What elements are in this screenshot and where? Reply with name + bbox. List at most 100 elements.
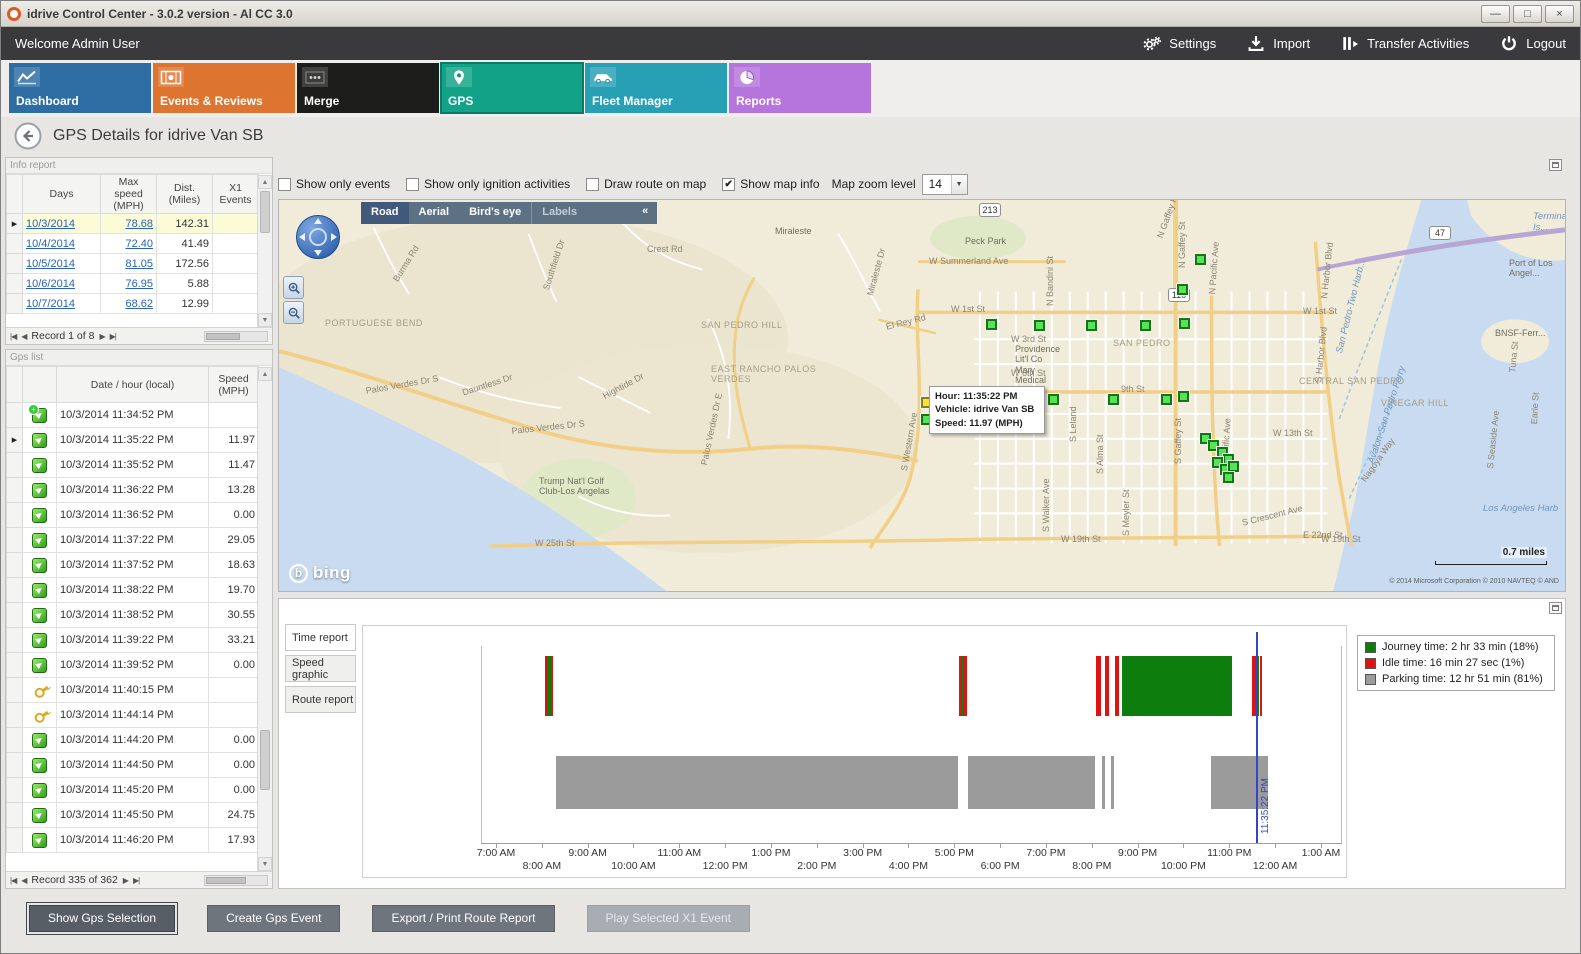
info-report-row[interactable]: ▶ 10/3/2014 78.68 142.31	[6, 213, 259, 234]
map-panel-maximize-icon[interactable]	[1549, 159, 1562, 171]
last-page-button[interactable]: ▶|	[109, 331, 117, 341]
checkbox-draw-route-on-map[interactable]: Draw route on map	[586, 177, 706, 191]
nav-tab-merge[interactable]: Merge	[297, 63, 439, 113]
map-canvas[interactable]	[279, 200, 1565, 591]
map-compass[interactable]	[295, 214, 341, 260]
scroll-up-icon[interactable]: ▲	[258, 175, 272, 189]
day-link[interactable]: 10/4/2014	[22, 233, 101, 254]
gps-marker[interactable]	[1140, 320, 1151, 331]
map-view-labels[interactable]: Labels	[531, 202, 587, 224]
day-link[interactable]: 10/5/2014	[22, 253, 101, 274]
gps-marker[interactable]	[1108, 394, 1119, 405]
first-page-button[interactable]: |◀	[10, 875, 17, 885]
checkbox-show-only-ignition-activities[interactable]: Show only ignition activities	[406, 177, 570, 191]
export-print-route-report-button[interactable]: Export / Print Route Report	[372, 904, 555, 932]
gps-marker[interactable]	[1223, 472, 1234, 483]
column-header[interactable]: Days	[22, 174, 101, 214]
first-page-button[interactable]: |◀	[10, 331, 17, 341]
info-report-row[interactable]: 10/5/2014 81.05 172.56	[6, 253, 259, 274]
scroll-thumb[interactable]	[260, 191, 270, 233]
map-container[interactable]: Road Aerial Bird's eye Labels « Miraleste Pec…	[278, 199, 1566, 592]
gps-marker[interactable]	[1161, 394, 1172, 405]
nav-tab-gps[interactable]: GPS	[440, 62, 584, 114]
settings-button[interactable]: Settings	[1142, 35, 1216, 52]
gps-marker[interactable]	[1195, 254, 1206, 265]
scroll-thumb[interactable]	[260, 729, 270, 790]
last-page-button[interactable]: ▶|	[132, 875, 140, 885]
checkbox-show-only-events[interactable]: Show only events	[278, 177, 390, 191]
column-header[interactable]: X1 Events	[212, 174, 259, 214]
max-speed-link[interactable]: 72.40	[100, 233, 157, 254]
map-tabs-collapse-button[interactable]: «	[642, 205, 649, 217]
map-view-road[interactable]: Road	[361, 202, 409, 224]
info-report-row[interactable]: 10/4/2014 72.40 41.49	[6, 233, 259, 254]
map-zoom-select[interactable]: 14 ▼	[921, 173, 968, 195]
checkbox-icon[interactable]	[278, 177, 291, 191]
max-speed-link[interactable]: 78.68	[100, 213, 157, 234]
gps-marker[interactable]	[1200, 433, 1211, 444]
prev-page-button[interactable]: ◀	[21, 875, 27, 885]
next-page-button[interactable]: ▶	[122, 875, 129, 885]
column-header[interactable]: Date / hour (local)	[56, 366, 209, 403]
selected-time-line[interactable]	[1256, 632, 1259, 843]
prev-page-button[interactable]: ◀	[21, 331, 27, 341]
map-view-bird-s-eye[interactable]: Bird's eye	[469, 206, 522, 218]
next-page-button[interactable]: ▶	[99, 331, 105, 341]
checkbox-checked-icon[interactable]: ✔	[722, 177, 736, 191]
tab-speed-graphic[interactable]: Speed graphic	[285, 655, 356, 682]
nav-tab-fleet[interactable]: Fleet Manager	[585, 63, 727, 113]
transfer-button[interactable]: Transfer Activities	[1340, 35, 1469, 52]
checkbox-show-map-info[interactable]: ✔ Show map info	[722, 177, 820, 191]
close-button[interactable]: ×	[1545, 4, 1574, 23]
gps-marker[interactable]	[1178, 391, 1189, 402]
map-zoom-out-button[interactable]	[283, 301, 304, 324]
play-selected-x1-event-button[interactable]: Play Selected X1 Event	[586, 904, 750, 932]
gps-list-row[interactable]: 10/3/2014 11:40:15 PM	[6, 677, 259, 703]
gps-marker[interactable]	[986, 319, 997, 330]
minimize-button[interactable]: —	[1481, 4, 1510, 23]
checkbox-icon[interactable]	[406, 177, 420, 191]
tab-route-report[interactable]: Route report	[285, 686, 356, 713]
info-report-hscrollbar[interactable]	[204, 330, 268, 342]
nav-tab-reports[interactable]: Reports	[729, 63, 871, 113]
map-zoom-in-button[interactable]	[283, 276, 304, 299]
tab-time-report[interactable]: Time report	[285, 624, 356, 651]
gps-list-row[interactable]: 10/3/2014 11:39:52 PM0.00	[6, 652, 259, 678]
max-speed-link[interactable]: 76.95	[100, 273, 157, 294]
gps-list-row[interactable]: 10/3/2014 11:45:20 PM0.00	[6, 777, 259, 803]
gps-marker[interactable]	[1228, 461, 1239, 472]
scroll-up-icon[interactable]: ▲	[258, 367, 272, 381]
gps-marker[interactable]	[1208, 440, 1219, 451]
gps-marker[interactable]	[1086, 320, 1097, 331]
info-report-row[interactable]: 10/6/2014 76.95 5.88	[6, 273, 259, 294]
gps-list-row[interactable]: 10/3/2014 11:34:52 PM	[6, 402, 259, 428]
gps-marker[interactable]	[1177, 284, 1188, 295]
info-report-vscrollbar[interactable]: ▲ ▼	[257, 175, 272, 327]
gps-list-row[interactable]: 10/3/2014 11:36:52 PM0.00	[6, 502, 259, 528]
info-report-row[interactable]: 10/7/2014 68.62 12.99	[6, 293, 259, 314]
day-link[interactable]: 10/7/2014	[22, 293, 101, 314]
scroll-down-icon[interactable]: ▼	[258, 313, 272, 327]
day-link[interactable]: 10/3/2014	[22, 213, 101, 234]
checkbox-icon[interactable]	[586, 177, 600, 191]
gps-marker[interactable]	[1212, 457, 1223, 468]
nav-tab-dashboard[interactable]: Dashboard	[9, 63, 151, 113]
column-header[interactable]: Max speed (MPH)	[100, 174, 157, 214]
gps-marker[interactable]	[1179, 318, 1190, 329]
day-link[interactable]: 10/6/2014	[22, 273, 101, 294]
logout-button[interactable]: Logout	[1499, 35, 1566, 52]
gps-list-row[interactable]: 10/3/2014 11:44:20 PM0.00	[6, 727, 259, 753]
scroll-thumb[interactable]	[206, 876, 246, 884]
back-button[interactable]	[14, 122, 42, 150]
gps-list-hscrollbar[interactable]	[204, 874, 268, 886]
maximize-button[interactable]: □	[1513, 4, 1542, 23]
